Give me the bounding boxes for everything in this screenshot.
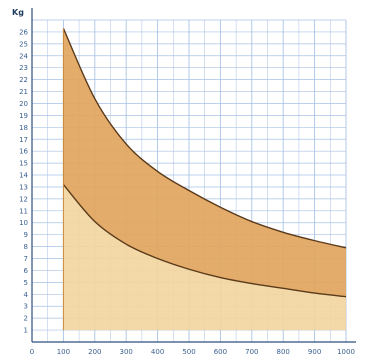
y-tick-label: 11 [19,207,28,215]
x-tick-label: 200 [88,348,101,356]
x-tick-labels: 0 100 200 300 400 500 600 700 800 900 1000 [30,348,355,356]
x-tick-label: 100 [57,348,70,356]
y-tick-label: 22 [19,76,28,84]
x-tick-label: 400 [151,348,164,356]
y-tick-label: 19 [19,112,28,120]
y-tick-label: 9 [24,231,28,239]
axes [31,8,356,343]
x-tick-label: 500 [182,348,195,356]
y-tick-label: 14 [19,172,28,180]
y-axis-label: Kg [12,8,24,17]
x-tick-label: 600 [214,348,227,356]
y-tick-label: 24 [19,52,28,60]
y-tick-label: 3 [24,303,28,311]
y-tick-label: 16 [19,148,28,156]
y-tick-label: 8 [24,243,28,251]
y-tick-label: 20 [19,100,28,108]
lower-band-area [63,184,347,331]
y-tick-label: 1 [24,327,28,335]
y-tick-label: 13 [19,183,28,191]
y-tick-label: 18 [19,124,28,132]
upper-band-area [63,28,347,297]
y-tick-label: 10 [19,219,28,227]
x-tick-label: 800 [277,348,290,356]
y-tick-label: 15 [19,160,28,168]
y-tick-labels: 1234567891011121314151617181920212223242… [19,28,28,334]
y-tick-label: 4 [24,291,29,299]
y-tick-label: 12 [19,195,28,203]
y-tick-label: 25 [19,40,28,48]
lower-curve-line [62,184,347,298]
x-tick-label: 900 [308,348,321,356]
y-tick-label: 17 [19,136,28,144]
y-tick-label: 21 [19,88,28,96]
y-tick-label: 5 [24,279,28,287]
x-tick-label: 700 [245,348,258,356]
y-tick-label: 6 [24,267,29,275]
x-tick-label: 1000 [337,348,355,356]
y-tick-label: 7 [24,255,28,263]
x-tick-label: 300 [120,348,133,356]
y-tick-label: 2 [24,315,28,323]
x-tick-label: 0 [30,348,34,356]
upper-curve-line [62,28,347,249]
y-tick-label: 23 [19,64,28,72]
y-tick-label: 26 [19,28,28,36]
